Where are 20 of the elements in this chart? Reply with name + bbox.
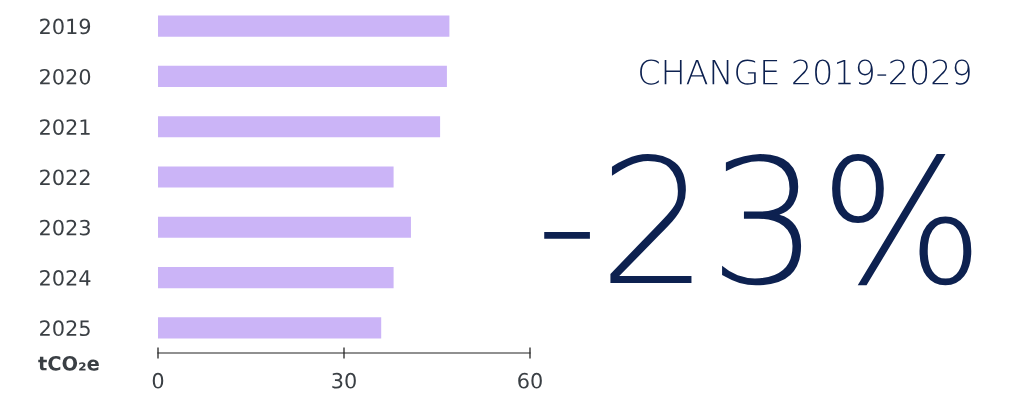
- bar: [158, 15, 450, 37]
- bar: [158, 317, 382, 339]
- y-tick-label: 2020: [40, 68, 91, 85]
- y-tick-label: 2025: [40, 320, 90, 337]
- y-tick-label: 2022: [40, 169, 90, 186]
- y-tick-label: 2021: [40, 119, 90, 135]
- x-tick-label: 60: [518, 372, 542, 389]
- y-axis-title: tCO₂e: [38, 355, 99, 371]
- bar: [158, 166, 394, 188]
- x-tick-label: 0: [152, 372, 164, 389]
- bar: [158, 65, 447, 87]
- y-tick-label: 2019: [40, 18, 91, 35]
- bar: [158, 216, 411, 238]
- bar: [158, 267, 394, 289]
- x-tick-label: 30: [332, 372, 356, 389]
- text: -23%: [544, 154, 972, 286]
- y-tick-label: 2023: [40, 219, 90, 236]
- bar: [158, 116, 441, 138]
- y-tick-label: 2024: [40, 270, 91, 286]
- text: CHANGE 2019-2029: [640, 59, 970, 85]
